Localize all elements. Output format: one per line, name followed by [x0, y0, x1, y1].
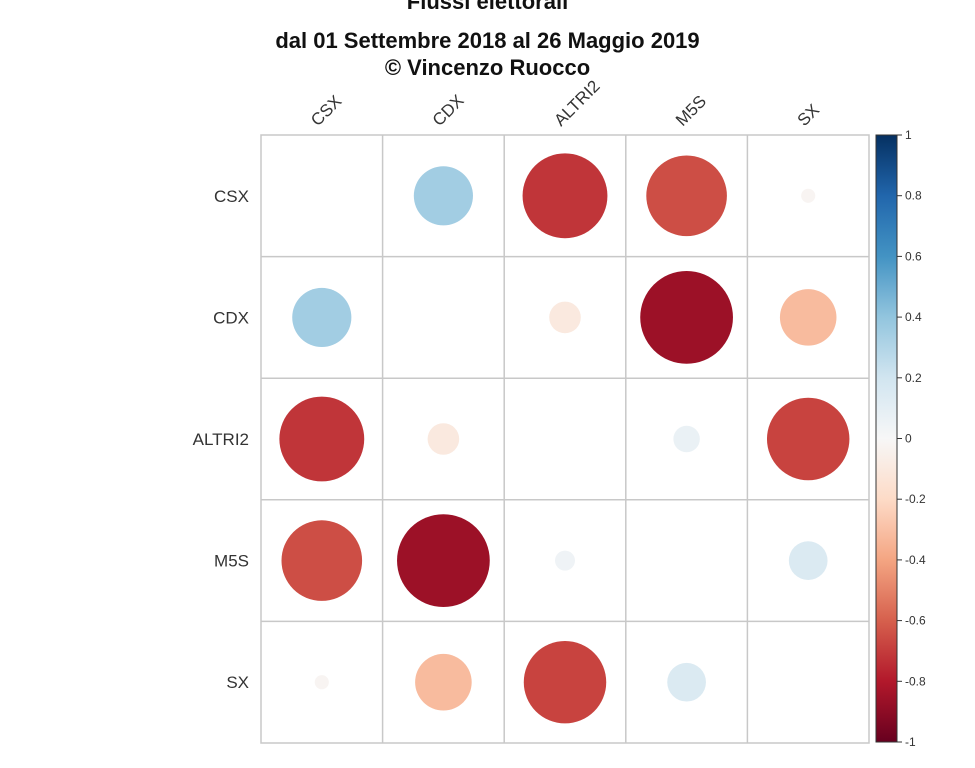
correlation-circle-sx-cdx [415, 653, 472, 711]
column-label-sx: SX [794, 100, 823, 129]
row-label-altri2: ALTRI2 [193, 430, 249, 449]
chart-subtitle: dal 01 Settembre 2018 al 26 Maggio 2019 [275, 28, 700, 53]
correlation-circle-sx-altri2 [523, 640, 607, 724]
correlation-circle-sx-m5s [667, 662, 706, 702]
column-label-csx: CSX [307, 92, 345, 130]
colorbar-tick-label: 0 [905, 432, 912, 446]
colorbar-tick-label: -0.2 [905, 492, 926, 506]
colorbar [875, 134, 898, 743]
correlation-circle-sx-csx [314, 675, 329, 690]
correlation-circle-altri2-csx [279, 396, 365, 482]
correlation-circle-cdx-altri2 [549, 301, 581, 334]
colorbar-tick-label: -0.4 [905, 553, 926, 567]
correlation-circle-m5s-altri2 [555, 550, 575, 571]
correlation-circle-csx-m5s [646, 155, 727, 237]
correlation-circle-m5s-sx [788, 541, 828, 580]
colorbar-tick-label: 0.8 [905, 189, 922, 203]
colorbar-tick-label: -1 [905, 735, 916, 749]
column-label-altri2: ALTRI2 [550, 77, 603, 130]
colorbar-tick-label: 0.6 [905, 249, 922, 263]
column-label-m5s: M5S [672, 92, 710, 130]
correlation-circle-altri2-sx [766, 397, 850, 481]
row-label-m5s: M5S [214, 552, 249, 571]
colorbar-tick-label: 0.2 [905, 371, 922, 385]
correlation-circle-csx-altri2 [522, 153, 608, 239]
colorbar-tick-label: 0.4 [905, 310, 922, 324]
colorbar-tick-label: -0.8 [905, 674, 926, 688]
chart-credit: © Vincenzo Ruocco [384, 55, 591, 80]
correlation-circle-cdx-sx [779, 289, 837, 346]
correlation-circle-cdx-m5s [640, 271, 733, 364]
row-label-cdx: CDX [213, 308, 249, 327]
chart-title: Flussi elettorali [406, 0, 569, 14]
correlation-circle-altri2-cdx [427, 423, 460, 455]
column-label-cdx: CDX [429, 91, 468, 130]
correlation-circle-cdx-csx [292, 287, 352, 347]
correlation-circle-csx-cdx [413, 166, 473, 226]
correlation-circle-m5s-cdx [397, 514, 490, 607]
colorbar-tick-label: -0.6 [905, 614, 926, 628]
correlation-circle-csx-sx [801, 188, 816, 203]
correlation-circle-m5s-csx [281, 520, 363, 601]
row-label-sx: SX [226, 673, 249, 692]
row-label-csx: CSX [214, 187, 249, 206]
colorbar-tick-label: 1 [905, 128, 912, 142]
correlation-circle-altri2-m5s [673, 425, 700, 453]
